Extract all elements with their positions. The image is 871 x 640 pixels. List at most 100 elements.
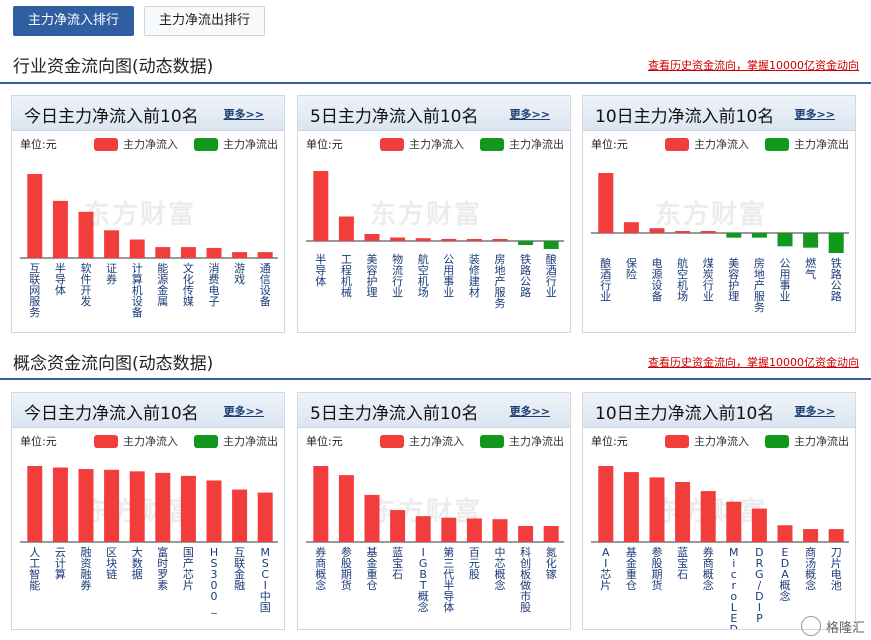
more-link[interactable]: 更多>> [794, 405, 835, 418]
bar-10[interactable] [828, 233, 844, 253]
more-link[interactable]: 更多>> [794, 108, 835, 121]
bar-8[interactable] [777, 525, 793, 542]
unit-label: 单位:元 [306, 435, 343, 448]
bar-3[interactable] [364, 494, 380, 542]
category-label: D R G / D I P [755, 546, 764, 625]
bar-8[interactable] [492, 519, 508, 542]
legend-outflow: 主力净流出 [194, 136, 278, 152]
legend-inflow-label: 主力净流入 [409, 138, 464, 151]
legend-inflow: 主力净流入 [665, 433, 749, 449]
bar-7[interactable] [180, 475, 196, 542]
bar-5[interactable] [415, 516, 431, 542]
bar-2[interactable] [338, 216, 354, 242]
bar-6[interactable] [155, 247, 171, 258]
outflow-swatch [194, 434, 218, 448]
bar-6[interactable] [441, 517, 457, 542]
bar-1[interactable] [313, 466, 329, 542]
more-link[interactable]: 更多>> [509, 405, 550, 418]
bar-7[interactable] [751, 233, 767, 238]
category-label: 酿酒行业 [546, 252, 557, 299]
bar-7[interactable] [466, 239, 482, 241]
bar-10[interactable] [543, 241, 559, 249]
bar-3[interactable] [78, 469, 94, 542]
bar-5[interactable] [129, 471, 145, 542]
unit-label: 单位:元 [20, 138, 57, 151]
category-label: 半导体 [55, 261, 66, 297]
category-label: 刀片电池 [831, 546, 842, 592]
industry-10day-panel: 10日主力净流入前10名 更多>> 单位:元 主力净流入 主力净流出 东方财富 酿酒行业 保险… [582, 95, 856, 333]
category-label: 互联网服务 [29, 262, 40, 319]
category-label: 铁路公路 [520, 253, 531, 299]
bar-4[interactable] [104, 230, 120, 258]
bar-6[interactable] [155, 472, 171, 542]
bar-6[interactable] [441, 238, 457, 241]
bar-chart: 半导体 工程机械 美容护理 物流行业 航空机场 公用事业 装修建材 房地产服务 铁路公路 酿酒行业 [306, 171, 564, 310]
bar-4[interactable] [675, 231, 691, 233]
tab-net-outflow-ranking[interactable]: 主力净流出排行 [144, 6, 266, 36]
category-label: 蓝宝石 [392, 546, 403, 581]
bar-5[interactable] [415, 238, 431, 241]
category-label: I G B T 概念 [418, 546, 429, 614]
bar-4[interactable] [390, 237, 406, 242]
legend-outflow: 主力净流出 [480, 433, 564, 449]
bar-10[interactable] [257, 492, 273, 542]
bar-9[interactable] [518, 241, 534, 245]
bar-2[interactable] [623, 222, 639, 233]
inflow-swatch [665, 137, 689, 151]
bar-6[interactable] [726, 233, 742, 238]
bar-6[interactable] [726, 501, 742, 542]
inflow-swatch [665, 434, 689, 448]
bar-7[interactable] [180, 247, 196, 258]
bar-1[interactable] [27, 466, 43, 542]
bar-8[interactable] [777, 233, 793, 247]
category-label: 物流行业 [392, 252, 403, 299]
bar-3[interactable] [649, 477, 665, 542]
bar-chart: 人工智能 云计算 融资融券 区块链 大数据 富时罗素 国产芯片 H S 3 0 0 _ 互联金融 M S C I 中… [20, 466, 278, 614]
bar-3[interactable] [78, 211, 94, 258]
bar-5[interactable] [129, 239, 145, 258]
bar-8[interactable] [206, 480, 222, 542]
bar-9[interactable] [232, 489, 248, 542]
bar-8[interactable] [206, 247, 222, 258]
bar-4[interactable] [675, 481, 691, 542]
bar-1[interactable] [598, 173, 614, 233]
bar-8[interactable] [492, 239, 508, 241]
bar-3[interactable] [364, 234, 380, 241]
more-link[interactable]: 更多>> [223, 108, 264, 121]
legend-outflow-label: 主力净流出 [509, 435, 564, 448]
bar-9[interactable] [803, 529, 819, 542]
bar-2[interactable] [52, 467, 68, 542]
legend-outflow-label: 主力净流出 [794, 435, 849, 448]
panel-header: 5日主力净流入前10名 更多>> [298, 96, 570, 131]
bar-3[interactable] [649, 228, 665, 233]
bar-2[interactable] [338, 475, 354, 542]
bar-1[interactable] [598, 466, 614, 542]
legend-inflow-label: 主力净流入 [123, 435, 178, 448]
bar-10[interactable] [828, 529, 844, 542]
bar-10[interactable] [543, 526, 559, 542]
bar-7[interactable] [751, 508, 767, 542]
bar-7[interactable] [466, 518, 482, 542]
bar-1[interactable] [313, 171, 329, 241]
bar-5[interactable] [700, 491, 716, 542]
bar-4[interactable] [104, 469, 120, 542]
bar-10[interactable] [257, 252, 273, 258]
bar-2[interactable] [52, 200, 68, 258]
bar-chart: 券商概念 参股期货 基金重仓 蓝宝石 I G B T 概念 第三代半导体 百元股 中芯概念 科创板做市股… [306, 466, 564, 614]
bar-5[interactable] [700, 231, 716, 233]
category-label: 参股期货 [341, 545, 352, 592]
inflow-swatch [94, 434, 118, 448]
outflow-swatch [480, 434, 504, 448]
bar-9[interactable] [518, 526, 534, 542]
bar-1[interactable] [27, 174, 43, 258]
panel-header: 5日主力净流入前10名 更多>> [298, 393, 570, 428]
bar-2[interactable] [623, 472, 639, 542]
tab-net-inflow-ranking[interactable]: 主力净流入排行 [13, 6, 135, 36]
bar-4[interactable] [390, 510, 406, 542]
bar-9[interactable] [803, 233, 819, 248]
more-link[interactable]: 更多>> [509, 108, 550, 121]
more-link[interactable]: 更多>> [223, 405, 264, 418]
industry-history-link[interactable]: 查看历史资金流向，掌握10000亿资金动向 [648, 59, 859, 72]
bar-9[interactable] [232, 252, 248, 258]
concept-history-link[interactable]: 查看历史资金流向，掌握10000亿资金动向 [648, 356, 859, 369]
